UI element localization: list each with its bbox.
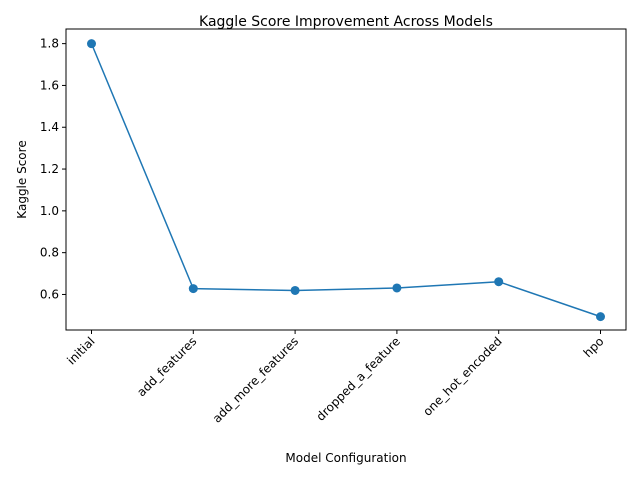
data-point: [392, 283, 402, 293]
data-point: [290, 285, 300, 295]
y-axis-ticks: 0.6 0.8 1.0 1.2 1.4 1.6 1.8: [40, 37, 66, 301]
data-point: [188, 284, 198, 294]
x-axis-label: Model Configuration: [285, 451, 406, 465]
plot-area-frame: [65, 28, 627, 331]
y-tick-label: 1.4: [40, 120, 59, 134]
series-line: [90, 43, 601, 318]
y-tick-label: 1.6: [40, 78, 59, 92]
y-tick-label: 1.2: [40, 162, 59, 176]
y-axis-label: Kaggle Score: [15, 140, 29, 218]
y-tick-label: 1.8: [40, 37, 59, 51]
data-point: [87, 39, 96, 49]
data-point: [494, 277, 504, 287]
y-tick-label: 1.0: [40, 204, 59, 218]
y-tick-label: 0.8: [40, 246, 59, 260]
plot-marks: [87, 39, 605, 322]
y-tick-label: 0.6: [40, 287, 59, 301]
chart-title: Kaggle Score Improvement Across Models: [199, 14, 493, 30]
data-point: [596, 312, 605, 322]
